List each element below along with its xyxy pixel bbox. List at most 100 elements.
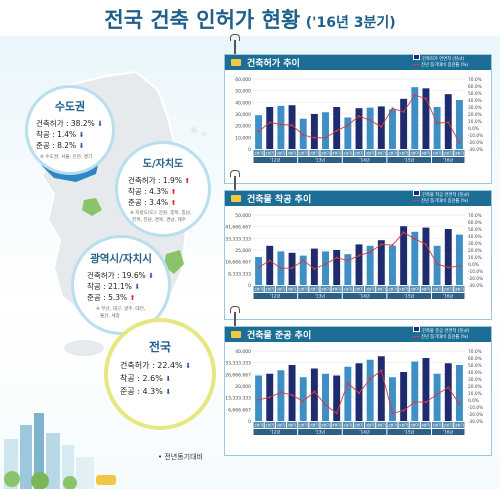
bar xyxy=(322,373,329,421)
y-tick-label: 33,333.333 xyxy=(225,361,251,367)
year-group-label: '12년 xyxy=(270,429,280,435)
x-tick-bg xyxy=(353,422,365,428)
growth-point xyxy=(413,401,416,404)
year-group-bg xyxy=(253,157,298,163)
y2-tick-label: 10.0% xyxy=(468,255,482,261)
year-group-bg xyxy=(387,157,432,163)
chart-title: 건축물 준공 추이 xyxy=(247,331,312,341)
year-group-bg xyxy=(298,293,342,299)
y-tick-label: 20,000 xyxy=(235,124,251,130)
legend-bar: 건축물 착공 연면적 (천㎡) xyxy=(413,190,469,198)
bar xyxy=(310,114,318,149)
growth-point xyxy=(402,110,405,113)
growth-point xyxy=(357,391,361,395)
pin-head-icon xyxy=(230,170,240,177)
national-title: 전국 xyxy=(148,340,172,354)
x-tick-label: 1분기 xyxy=(254,423,263,428)
chart-panel-3: 건축물 준공 추이 건축물 준공 연면적 (천㎡) 전년 동기대비 증감률 (%) 0… xyxy=(224,326,492,456)
chart-header: 건축물 준공 추이 xyxy=(225,327,491,342)
year-group-label: '13년 xyxy=(315,429,325,435)
growth-point xyxy=(257,130,260,133)
x-tick-label: 3분기 xyxy=(366,287,375,292)
y-tick-label: 40,000 xyxy=(235,100,251,106)
year-group-bg xyxy=(342,429,387,435)
x-tick-bg xyxy=(353,150,365,156)
bar xyxy=(299,118,307,149)
x-tick-bg xyxy=(320,150,331,156)
bar xyxy=(433,245,441,285)
y-tick-label: 41,666.667 xyxy=(225,225,251,231)
x-tick-label: 2분기 xyxy=(310,151,319,156)
x-tick-label: 2분기 xyxy=(355,151,364,156)
bar xyxy=(355,108,363,149)
growth-point xyxy=(436,393,439,396)
y2-tick-label: -20.0% xyxy=(468,140,483,146)
x-tick-bg xyxy=(331,150,342,156)
legend-line: 전년 동기대비 증감률 (%) xyxy=(413,62,468,68)
growth-point xyxy=(458,403,461,406)
growth-point xyxy=(290,394,294,397)
chart-legend: 건축물 준공 연면적 (천㎡) 전년 동기대비 증감률 (%) xyxy=(413,326,469,340)
x-tick-label: 1분기 xyxy=(388,423,397,428)
x-tick-bg xyxy=(432,150,443,156)
y2-tick-label: 70.0% xyxy=(468,77,482,83)
growth-point xyxy=(380,125,383,128)
bar xyxy=(333,375,341,421)
chart-header: 건축물 착공 추이 xyxy=(225,191,491,206)
x-tick-label: 2분기 xyxy=(444,287,453,292)
growth-point xyxy=(380,243,383,246)
growth-point xyxy=(447,121,450,124)
growth-point xyxy=(447,266,450,269)
metro-row-complete: 준공 : 5.3% ⬆ xyxy=(87,293,136,302)
growth-point xyxy=(335,412,338,415)
year-group-label: '14년 xyxy=(359,157,369,163)
bar xyxy=(389,377,396,421)
x-tick-label: 3분기 xyxy=(366,151,375,156)
growth-point xyxy=(458,265,461,268)
national-bubble: 전국 건축허가 : 22.4% ⬇ 착공 : 2.6% ⬇ 준공 : 4.3% … xyxy=(108,322,212,426)
bar xyxy=(344,117,352,149)
year-group-bg xyxy=(387,429,432,435)
growth-point xyxy=(402,409,405,412)
x-tick-bg xyxy=(454,422,465,428)
bar xyxy=(344,366,352,421)
x-tick-bg xyxy=(275,286,286,292)
province-row-start: 착공 : 4.3% ⬆ xyxy=(128,187,177,196)
growth-point xyxy=(268,259,271,262)
y2-tick-label: 30.0% xyxy=(468,105,482,111)
x-tick-bg xyxy=(298,286,309,292)
y-tick-label: 40,000 xyxy=(235,349,251,355)
growth-point xyxy=(279,391,282,394)
y2-tick-label: -20.0% xyxy=(468,276,483,282)
bar xyxy=(310,248,318,285)
pin-head-icon xyxy=(230,34,240,41)
x-tick-label: 4분기 xyxy=(332,151,341,156)
province-row-complete: 준공 : 3.4% ⬆ xyxy=(128,198,177,207)
x-tick-label: 1분기 xyxy=(343,287,352,292)
x-tick-bg xyxy=(286,150,298,156)
year-group-bg xyxy=(387,293,432,299)
y2-tick-label: -10.0% xyxy=(468,133,483,139)
x-tick-bg xyxy=(253,286,264,292)
metro-row-start: 착공 : 21.1% ⬇ xyxy=(87,282,141,291)
province-title: 도/자치도 xyxy=(142,159,184,170)
growth-point xyxy=(290,267,294,270)
year-group-label: '12년 xyxy=(270,293,280,299)
y2-tick-label: -20.0% xyxy=(468,412,483,418)
y2-tick-label: -10.0% xyxy=(468,269,483,275)
x-tick-label: 1분기 xyxy=(343,423,352,428)
chart-title: 건축허가 추이 xyxy=(247,59,300,69)
x-tick-bg xyxy=(432,286,443,292)
chart-legend: 건축허가 연면적 (천㎡) 전년 동기대비 증감률 (%) xyxy=(413,54,468,68)
growth-point xyxy=(424,243,428,246)
y-tick-label: 10,000 xyxy=(235,135,251,141)
x-tick-label: 2분기 xyxy=(399,287,408,292)
bar xyxy=(366,107,374,149)
y2-tick-label: 50.0% xyxy=(468,363,482,369)
bar xyxy=(266,245,274,285)
y2-tick-label: 70.0% xyxy=(468,349,482,355)
metro-title: 광역시/자치시 xyxy=(90,253,152,265)
y2-tick-label: 0.0% xyxy=(468,398,479,404)
growth-point xyxy=(424,401,428,404)
bar xyxy=(355,244,363,285)
